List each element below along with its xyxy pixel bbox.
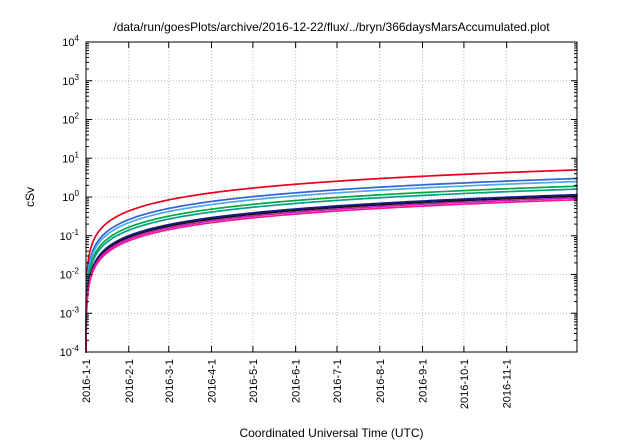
x-tick-label: 2016-5-1	[248, 359, 260, 403]
x-tick-label: 2016-9-1	[418, 359, 430, 403]
series-line-navy	[85, 193, 578, 353]
series-line-light-blue	[85, 180, 578, 353]
series-line-red	[85, 169, 578, 353]
x-axis-label: Coordinated Universal Time (UTC)	[239, 426, 424, 440]
y-tick-label: 103	[62, 73, 79, 88]
chart-title: /data/run/goesPlots/archive/2016-12-22/f…	[113, 20, 550, 34]
x-tick-label: 2016-6-1	[291, 359, 303, 403]
y-tick-label: 10-1	[60, 228, 80, 243]
series-line-magenta	[85, 197, 578, 353]
y-tick-label: 10-4	[60, 344, 80, 359]
y-tick-label: 10-3	[60, 305, 80, 320]
series-line-green	[85, 185, 578, 353]
series-line-pink	[85, 198, 578, 353]
x-tick-label: 2016-11-1	[502, 359, 514, 408]
x-tick-label: 2016-10-1	[459, 359, 471, 409]
x-tick-label: 2016-1-1	[81, 359, 93, 403]
y-tick-label: 102	[62, 112, 79, 127]
y-tick-label: 10-2	[60, 267, 80, 282]
x-tick-label: 2016-2-1	[124, 359, 136, 403]
y-tick-label: 100	[62, 189, 79, 204]
x-tick-label: 2016-7-1	[332, 359, 344, 403]
series-line-blue	[85, 177, 578, 353]
x-tick-label: 2016-4-1	[207, 359, 219, 403]
y-tick-label: 104	[62, 34, 79, 49]
series-line-teal	[85, 188, 578, 353]
plot-border	[85, 41, 578, 353]
y-tick-label: 101	[62, 150, 79, 165]
series-line-black	[85, 195, 578, 353]
x-tick-label: 2016-8-1	[375, 359, 387, 403]
x-tick-label: 2016-3-1	[164, 359, 176, 403]
